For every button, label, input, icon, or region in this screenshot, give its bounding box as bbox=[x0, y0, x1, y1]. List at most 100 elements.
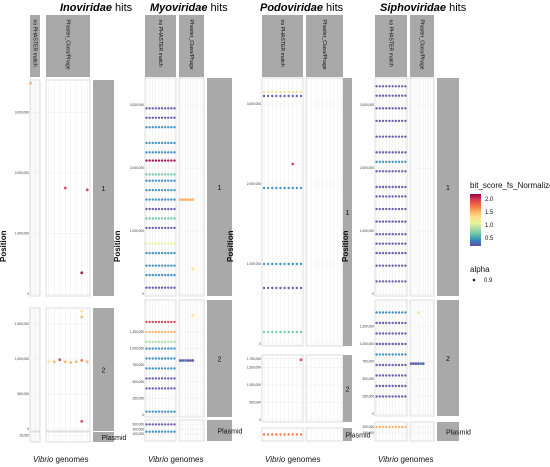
data-point bbox=[404, 332, 407, 335]
data-point bbox=[151, 173, 154, 176]
data-point bbox=[401, 170, 404, 173]
legend-tick-label: 1.0 bbox=[485, 223, 494, 229]
data-point bbox=[391, 85, 394, 88]
data-point bbox=[145, 151, 148, 154]
data-point bbox=[397, 342, 401, 346]
legend-alpha-point bbox=[472, 278, 476, 282]
data-point bbox=[157, 430, 161, 433]
data-point bbox=[154, 330, 158, 334]
data-point bbox=[404, 321, 407, 325]
data-point bbox=[391, 311, 394, 314]
data-point bbox=[151, 126, 154, 129]
data-point bbox=[170, 159, 173, 162]
y-tick-label: 100,000 bbox=[132, 432, 144, 436]
y-tick-label: 500,000 bbox=[362, 377, 374, 381]
data-point bbox=[154, 377, 158, 380]
data-point bbox=[148, 151, 151, 154]
column-strip-label: no PHASTER match bbox=[279, 20, 285, 67]
data-point bbox=[160, 188, 164, 192]
data-point bbox=[397, 195, 401, 198]
data-point bbox=[394, 107, 397, 110]
data-point bbox=[163, 151, 167, 154]
data-point bbox=[154, 251, 158, 255]
data-point bbox=[397, 233, 401, 236]
data-point bbox=[160, 264, 164, 267]
data-point bbox=[385, 242, 388, 245]
data-point bbox=[414, 362, 418, 365]
data-point bbox=[394, 353, 397, 356]
data-point bbox=[391, 251, 394, 255]
data-point bbox=[381, 332, 385, 335]
row-strip-label: 1 bbox=[102, 186, 106, 193]
data-point bbox=[262, 433, 266, 436]
data-point bbox=[378, 107, 381, 110]
data-point bbox=[295, 186, 299, 190]
y-tick-label: 1,250,000 bbox=[360, 325, 374, 329]
data-point bbox=[181, 359, 185, 362]
facet-panel bbox=[144, 77, 177, 297]
data-point bbox=[378, 311, 381, 314]
y-tick-label: 200,000 bbox=[132, 427, 144, 431]
data-point bbox=[170, 423, 173, 426]
data-point bbox=[145, 367, 148, 370]
data-point bbox=[397, 85, 401, 88]
data-point bbox=[148, 179, 151, 182]
row-strip-label: Plasmid bbox=[102, 435, 127, 442]
data-point bbox=[173, 367, 176, 370]
data-point bbox=[163, 207, 167, 211]
data-point bbox=[275, 90, 278, 94]
data-point bbox=[404, 251, 407, 255]
x-axis-title-rest: genomes bbox=[285, 455, 320, 464]
y-tick-label: 1,000,000 bbox=[247, 262, 261, 266]
facet-panel bbox=[178, 299, 205, 418]
data-point bbox=[266, 286, 270, 290]
data-point bbox=[404, 374, 407, 377]
data-point bbox=[145, 357, 148, 360]
y-tick-label: 1,500,000 bbox=[247, 366, 261, 370]
data-point bbox=[381, 170, 385, 173]
data-point bbox=[271, 262, 274, 266]
data-point bbox=[151, 116, 154, 119]
data-point bbox=[157, 264, 161, 267]
data-point bbox=[163, 367, 167, 370]
data-point bbox=[385, 332, 388, 335]
data-point bbox=[151, 357, 154, 360]
y-tick-label: 0 bbox=[27, 427, 29, 431]
data-point bbox=[157, 151, 161, 154]
data-point bbox=[375, 135, 378, 138]
data-point bbox=[163, 387, 167, 390]
data-point bbox=[151, 286, 154, 289]
data-point bbox=[170, 126, 173, 129]
data-point bbox=[170, 198, 173, 201]
data-point bbox=[375, 195, 378, 198]
data-point bbox=[378, 85, 381, 88]
data-point bbox=[148, 347, 151, 350]
data-point bbox=[167, 377, 170, 380]
data-point bbox=[160, 387, 164, 390]
data-point bbox=[170, 320, 173, 324]
data-point bbox=[299, 358, 303, 362]
data-point bbox=[145, 410, 148, 413]
data-point bbox=[154, 207, 158, 211]
chart-title: Inoviridae hits bbox=[60, 2, 133, 14]
chart-facet-group-3: Podoviridae hits no PHASTER match Phaster_… bbox=[226, 2, 371, 464]
data-point bbox=[381, 195, 385, 198]
data-point bbox=[397, 425, 401, 429]
data-point bbox=[266, 90, 270, 94]
data-point bbox=[167, 173, 170, 176]
data-point bbox=[157, 107, 161, 110]
data-point bbox=[163, 126, 167, 129]
data-point bbox=[154, 151, 158, 154]
data-point bbox=[381, 242, 385, 245]
data-point bbox=[375, 311, 378, 314]
y-tick-label: 3,000,000 bbox=[130, 103, 144, 107]
data-point bbox=[394, 264, 397, 267]
data-point bbox=[419, 362, 423, 365]
data-point bbox=[157, 423, 161, 426]
data-point bbox=[401, 342, 404, 346]
data-point bbox=[378, 353, 381, 356]
data-point bbox=[170, 340, 173, 344]
data-point bbox=[173, 430, 176, 433]
data-point bbox=[421, 362, 425, 365]
data-point bbox=[154, 423, 158, 426]
